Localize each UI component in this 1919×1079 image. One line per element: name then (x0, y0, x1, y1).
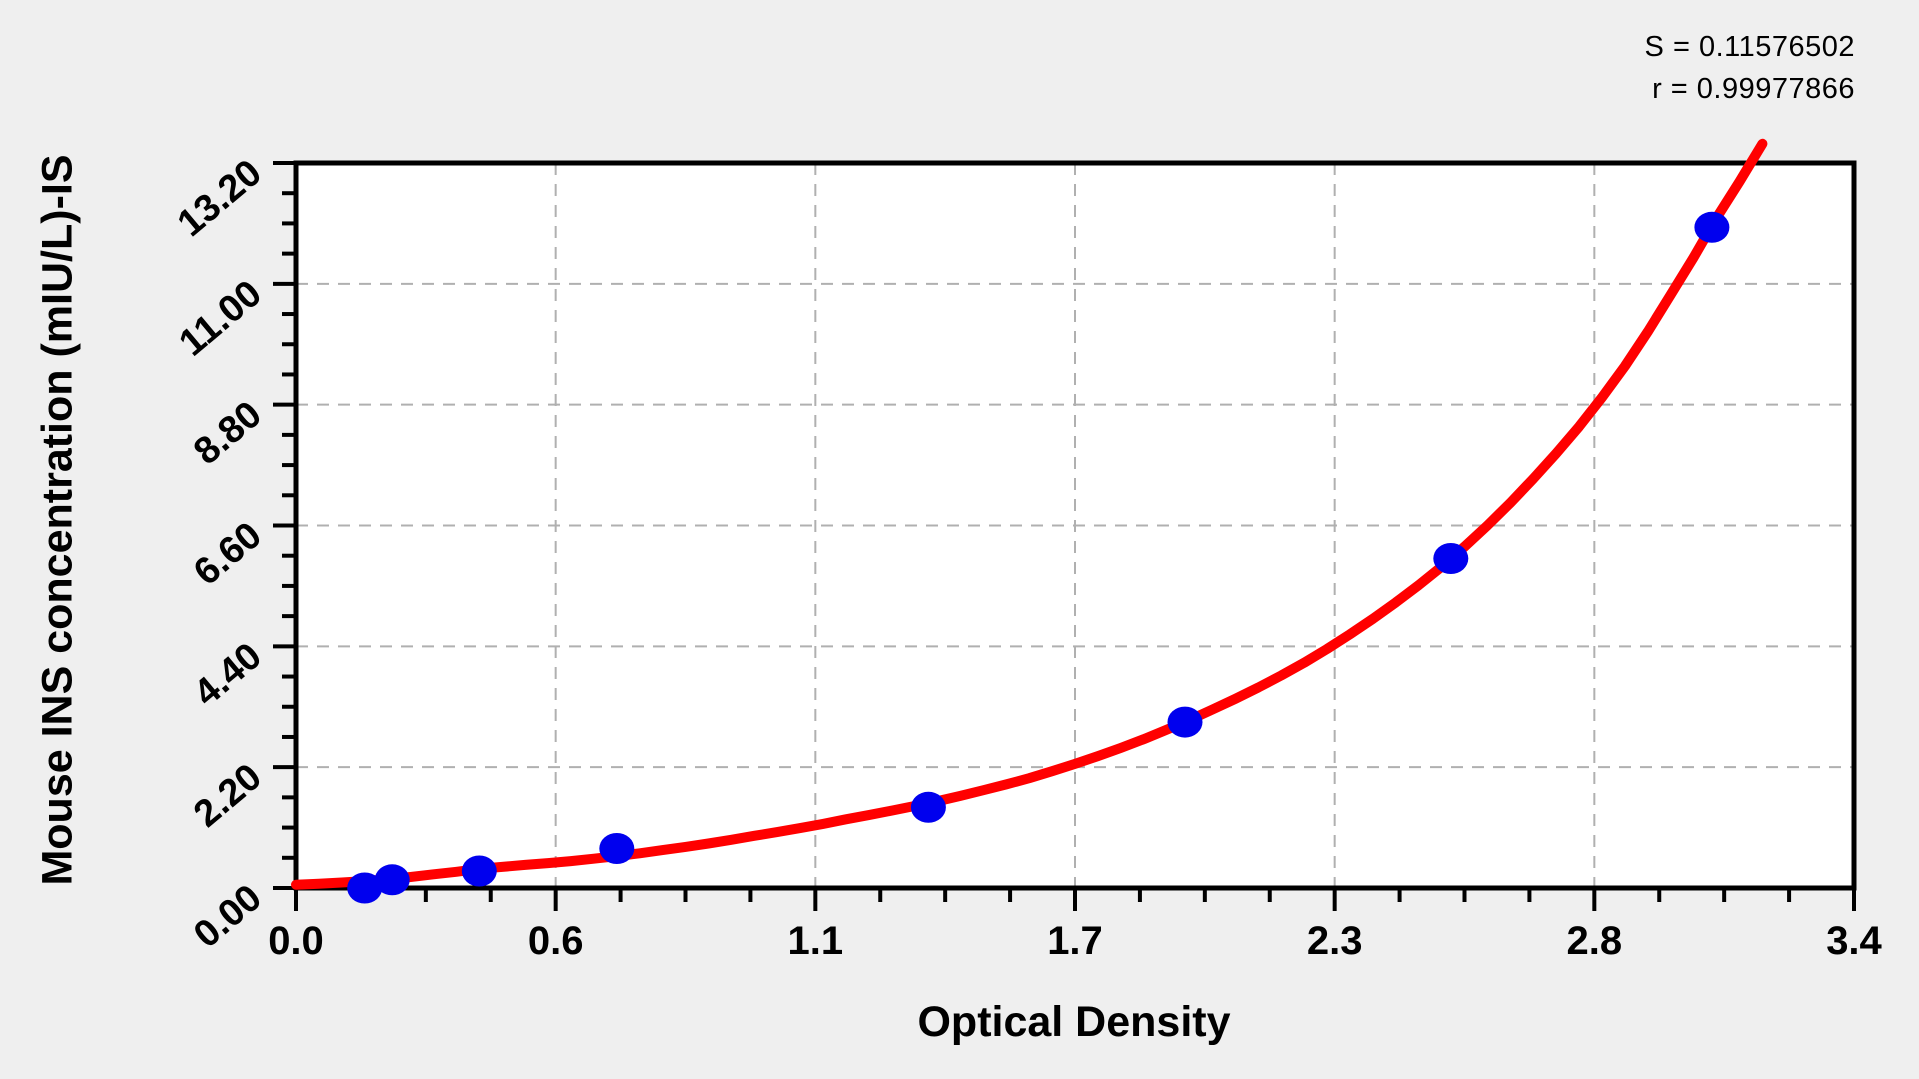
fit-statistics: S = 0.11576502 r = 0.99977866 (1645, 26, 1855, 110)
data-point (461, 855, 497, 887)
data-point (374, 864, 410, 896)
fit-stat-r: r = 0.99977866 (1652, 73, 1855, 105)
x-tick-label: 3.4 (1826, 919, 1882, 963)
x-tick-label: 2.3 (1307, 919, 1363, 963)
y-tick-label: 6.60 (186, 514, 270, 594)
fit-curve (291, 138, 1768, 890)
y-tick-label: 8.80 (186, 393, 270, 473)
plot-frame (293, 160, 1857, 891)
y-axis-title: Mouse INS concentration (mIU/L)-IS (33, 154, 82, 886)
y-tick-label: 0.00 (186, 877, 270, 957)
fit-stat-s: S = 0.11576502 (1644, 31, 1855, 63)
x-tick-label: 1.7 (1047, 919, 1103, 963)
x-tick-label: 2.8 (1567, 919, 1623, 963)
x-tick-label: 1.1 (788, 919, 844, 963)
y-tick-label: 11.00 (172, 273, 270, 365)
data-point (347, 872, 383, 904)
x-axis-title: Optical Density (917, 998, 1231, 1046)
y-tick-label: 13.20 (170, 152, 270, 245)
data-point (910, 791, 946, 823)
y-tick-label: 2.20 (186, 756, 270, 836)
data-point (1167, 706, 1203, 738)
data-point (1433, 543, 1469, 574)
data-point (599, 833, 635, 864)
x-tick-label: 0.6 (528, 919, 584, 963)
x-tick-label: 0.0 (268, 919, 324, 963)
y-tick-label: 4.40 (186, 635, 270, 715)
data-point (1694, 211, 1730, 243)
